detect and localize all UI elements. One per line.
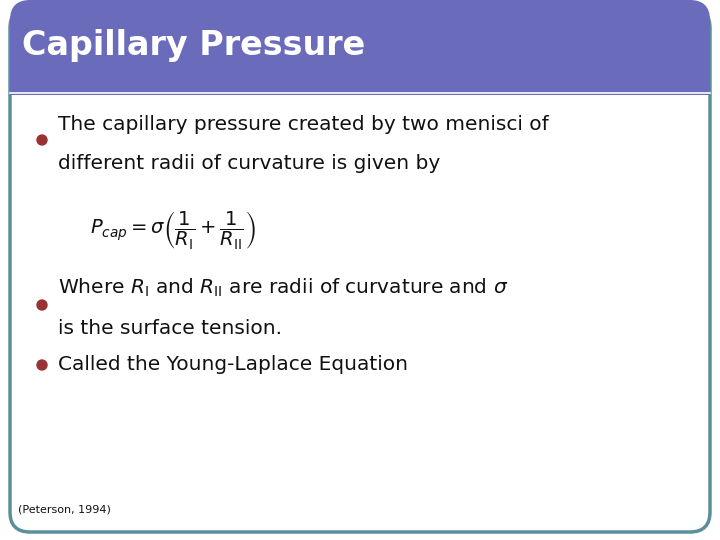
- Circle shape: [37, 360, 47, 370]
- Text: Called the Young-Laplace Equation: Called the Young-Laplace Equation: [58, 355, 408, 375]
- Text: different radii of curvature is given by: different radii of curvature is given by: [58, 154, 440, 173]
- Text: Capillary Pressure: Capillary Pressure: [22, 29, 365, 62]
- Circle shape: [37, 135, 47, 145]
- FancyBboxPatch shape: [10, 8, 710, 532]
- Text: Where $R_{\mathrm{I}}$ and $R_{\mathrm{II}}$ are radii of curvature and $\sigma$: Where $R_{\mathrm{I}}$ and $R_{\mathrm{I…: [58, 276, 508, 299]
- Bar: [10, 48, 710, 95]
- Text: The capillary pressure created by two menisci of: The capillary pressure created by two me…: [58, 115, 549, 134]
- FancyBboxPatch shape: [10, 0, 710, 95]
- Text: is the surface tension.: is the surface tension.: [58, 319, 282, 338]
- Text: (Peterson, 1994): (Peterson, 1994): [18, 505, 111, 515]
- Text: $P_{cap} = \sigma\left(\dfrac{1}{R_{\mathrm{I}}} + \dfrac{1}{R_{\mathrm{II}}}\ri: $P_{cap} = \sigma\left(\dfrac{1}{R_{\mat…: [90, 209, 256, 251]
- Circle shape: [37, 300, 47, 310]
